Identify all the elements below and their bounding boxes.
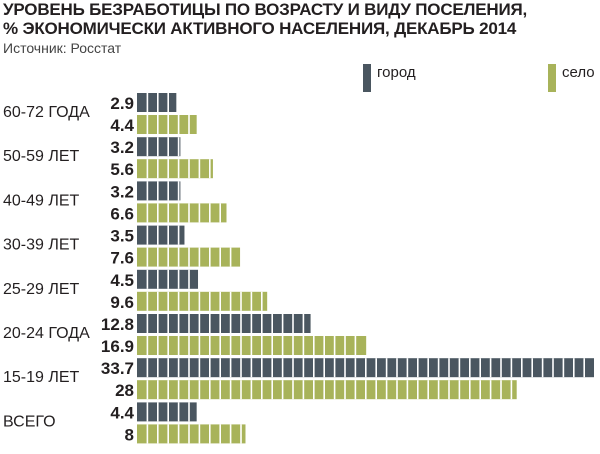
value-label-city: 2.9: [110, 94, 134, 113]
value-label-village: 28: [115, 381, 134, 400]
bar-village: [137, 380, 517, 400]
bar-village: [137, 115, 197, 134]
category-label: 50-59 ЛЕТ: [3, 148, 80, 165]
legend-label-village: село: [562, 64, 595, 81]
chart-title-line-1: УРОВЕНЬ БЕЗРАБОТИЦЫ ПО ВОЗРАСТУ И ВИДУ П…: [3, 0, 528, 19]
bar-city: [137, 225, 185, 245]
legend-swatch-village: [548, 64, 556, 92]
category-label: 30-39 ЛЕТ: [3, 237, 80, 254]
value-label-village: 7.6: [110, 249, 134, 268]
category-label: ВСЕГО: [3, 413, 56, 430]
chart-title: УРОВЕНЬ БЕЗРАБОТИЦЫ ПО ВОЗРАСТУ И ВИДУ П…: [3, 0, 598, 38]
value-label-city: 33.7: [101, 359, 134, 378]
chart-title-line-2: % ЭКОНОМИЧЕСКИ АКТИВНОГО НАСЕЛЕНИЯ, ДЕКА…: [3, 19, 517, 38]
category-label: 40-49 ЛЕТ: [3, 192, 80, 209]
bar-city: [137, 181, 181, 201]
bar-village: [137, 159, 213, 179]
bar-city: [137, 137, 181, 157]
value-label-city: 4.4: [110, 403, 134, 422]
bar-village: [137, 291, 268, 311]
value-label-city: 3.2: [110, 182, 134, 201]
value-label-village: 9.6: [110, 293, 134, 312]
value-label-village: 8: [125, 425, 134, 444]
bar-village: [137, 424, 246, 444]
value-label-village: 16.9: [101, 337, 134, 356]
value-label-village: 4.4: [110, 116, 134, 135]
category-label: 60-72 ГОДА: [3, 104, 90, 121]
legend-label-city: город: [377, 64, 416, 81]
value-label-city: 4.5: [110, 271, 134, 290]
category-label: 15-19 ЛЕТ: [3, 369, 80, 386]
category-label: 25-29 ЛЕТ: [3, 281, 80, 298]
category-label: 20-24 ГОДА: [3, 325, 90, 342]
bar-city: [137, 314, 311, 333]
value-label-village: 6.6: [110, 204, 134, 223]
value-label-city: 3.5: [110, 227, 134, 246]
chart-source: Источник: Росстат: [3, 40, 122, 56]
value-label-city: 12.8: [101, 315, 134, 334]
bar-village: [137, 203, 227, 223]
value-label-city: 3.2: [110, 138, 134, 157]
value-label-village: 5.6: [110, 160, 134, 179]
bar-city: [137, 402, 197, 422]
bar-city: [137, 93, 177, 112]
legend-swatch-city: [363, 64, 371, 92]
